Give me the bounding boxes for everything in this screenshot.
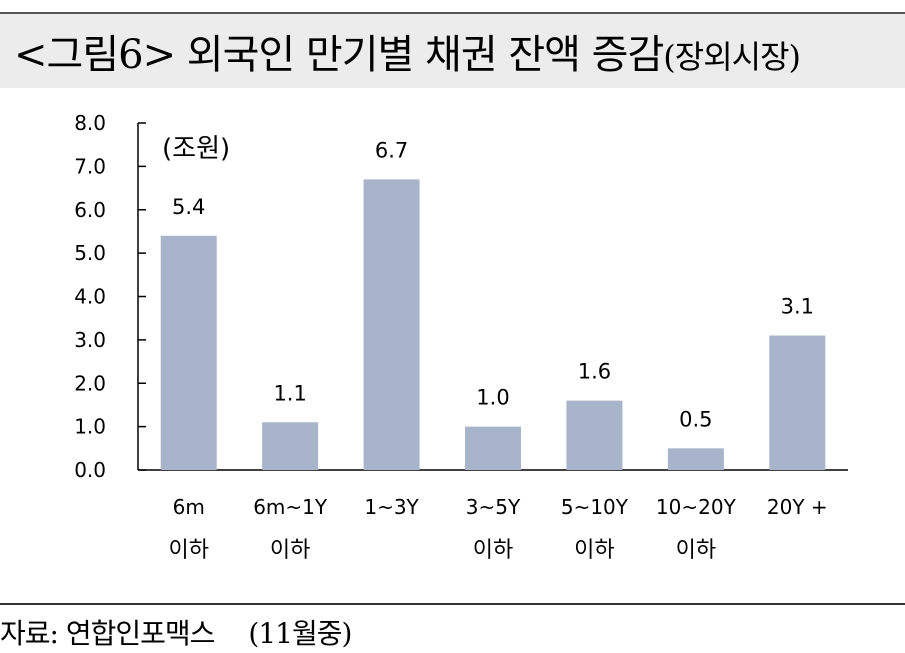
title-bar: <그림6> 외국인 만기별 채권 잔액 증감(장외시장) — [0, 12, 905, 88]
data-label: 3.1 — [781, 295, 814, 319]
data-label: 5.4 — [172, 195, 205, 219]
data-label: 1.0 — [476, 386, 509, 410]
chart-title: <그림6> 외국인 만기별 채권 잔액 증감(장외시장) — [14, 22, 801, 80]
y-tick-label: 5.0 — [74, 241, 106, 265]
footer: 자료: 연합인포맥스 (11월중) — [0, 612, 352, 652]
y-tick-label: 2.0 — [74, 371, 106, 395]
data-label: 1.6 — [578, 360, 611, 384]
x-tick-label-line2: 이하 — [270, 538, 310, 563]
y-tick-label: 0.0 — [74, 458, 106, 482]
x-tick-label-line2: 이하 — [676, 538, 716, 563]
bar — [769, 335, 826, 470]
x-tick-label: 6m~1Y — [253, 495, 328, 519]
y-unit-label: (조원) — [162, 134, 230, 164]
bar — [363, 179, 420, 470]
bar — [262, 422, 319, 470]
x-tick-label: 5~10Y — [561, 495, 629, 519]
x-tick-label: 10~20Y — [656, 495, 737, 519]
data-label: 1.1 — [273, 381, 306, 405]
footer-divider — [0, 603, 905, 605]
bar — [667, 448, 724, 470]
y-tick-label: 6.0 — [74, 198, 106, 222]
y-tick-label: 8.0 — [74, 111, 106, 135]
x-tick-label-line2: 이하 — [574, 538, 614, 563]
bar — [160, 235, 217, 470]
x-tick-label: 20Y + — [767, 495, 828, 519]
y-tick-label: 1.0 — [74, 415, 106, 439]
title-main: <그림6> 외국인 만기별 채권 잔액 증감 — [14, 32, 664, 78]
y-tick-label: 7.0 — [74, 154, 106, 178]
bar — [566, 400, 623, 470]
x-tick-label: 1~3Y — [364, 495, 419, 519]
x-tick-label: 3~5Y — [466, 495, 521, 519]
y-tick-label: 4.0 — [74, 285, 106, 309]
x-tick-label-line2: 이하 — [473, 538, 513, 563]
x-tick-label-line2: 이하 — [168, 538, 208, 563]
x-tick-label: 6m — [173, 495, 205, 519]
data-label: 0.5 — [679, 407, 712, 431]
bar-chart: 0.0 1.0 2.0 3.0 4.0 5.0 6.0 7.0 8.0 (조원) 5.4 6m 이하 1.… — [74, 111, 848, 563]
source-note: 자료: 연합인포맥스 — [0, 617, 215, 650]
data-label: 6.7 — [375, 138, 408, 162]
period-note: (11월중) — [248, 617, 352, 650]
title-subtitle: (장외시장) — [663, 38, 801, 76]
y-tick-label: 3.0 — [74, 328, 106, 352]
bar — [465, 426, 521, 470]
